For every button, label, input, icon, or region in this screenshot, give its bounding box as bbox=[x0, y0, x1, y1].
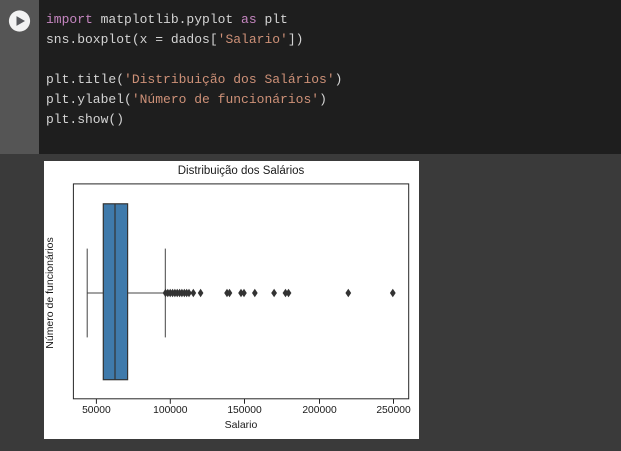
svg-text:Distribuição dos Salários: Distribuição dos Salários bbox=[178, 165, 305, 177]
svg-text:150000: 150000 bbox=[227, 405, 262, 416]
svg-text:200000: 200000 bbox=[302, 405, 337, 416]
svg-text:100000: 100000 bbox=[153, 405, 188, 416]
svg-text:250000: 250000 bbox=[376, 405, 411, 416]
svg-text:50000: 50000 bbox=[82, 405, 111, 416]
svg-text:Número de funcionários: Número de funcionários bbox=[44, 237, 56, 348]
svg-text:Salario: Salario bbox=[225, 419, 258, 431]
